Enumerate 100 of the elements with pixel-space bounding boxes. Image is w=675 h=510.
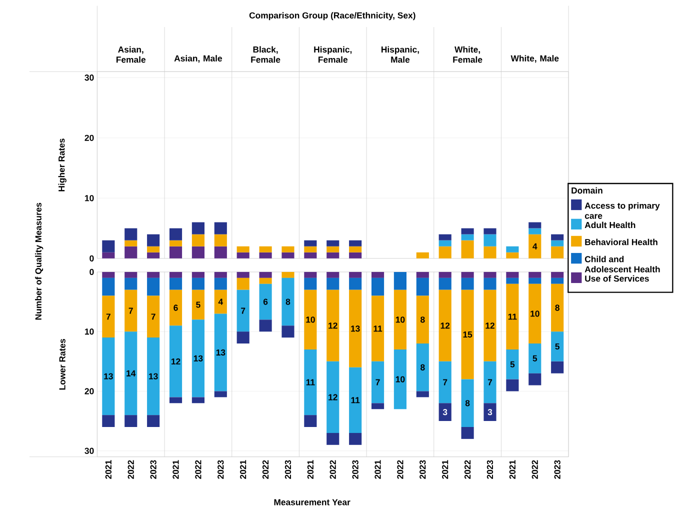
y-tick-label: 0	[90, 268, 94, 276]
bar	[169, 240, 182, 246]
bar	[438, 403, 452, 422]
data-label: 3	[442, 408, 448, 416]
bar	[102, 252, 115, 258]
data-label: 8	[420, 316, 425, 323]
bar	[124, 415, 138, 427]
bar	[214, 290, 227, 314]
bar	[192, 290, 204, 320]
bar	[461, 272, 474, 278]
chart-title: Comparison Group (Race/Ethnicity, Sex)	[249, 12, 416, 20]
data-label: 13	[104, 373, 113, 380]
bar	[169, 290, 182, 326]
bar	[528, 228, 542, 234]
bar	[416, 391, 429, 398]
data-label: 13	[216, 349, 226, 356]
bar	[124, 272, 138, 278]
x-tick-label: 2022	[532, 460, 538, 479]
bar	[349, 432, 362, 445]
bar	[461, 240, 474, 258]
bar	[461, 290, 474, 380]
bar	[349, 367, 362, 433]
bar	[192, 272, 204, 278]
data-label: 13	[351, 326, 360, 332]
bar	[416, 272, 429, 278]
bar	[169, 228, 182, 240]
bar	[214, 391, 227, 398]
bar	[349, 272, 362, 278]
x-tick-label: 2022	[464, 460, 471, 479]
bar	[326, 246, 340, 252]
data-label: 6	[174, 304, 178, 311]
bar	[304, 252, 317, 258]
bar	[282, 246, 294, 252]
legend-label: Access to primary care	[584, 202, 660, 219]
bar	[282, 252, 294, 258]
bar	[192, 320, 204, 398]
legend-title: Domain	[572, 187, 602, 194]
data-label: 10	[306, 316, 315, 323]
data-label: 6	[263, 298, 268, 305]
data-label: 8	[465, 400, 470, 406]
bar	[506, 278, 519, 284]
x-tick-label: 2021	[172, 460, 179, 479]
bar	[326, 432, 340, 445]
bar	[169, 246, 182, 258]
legend-label: Behavioral Health	[585, 238, 658, 246]
bar	[214, 246, 227, 258]
bar	[416, 344, 429, 392]
bar	[259, 320, 272, 332]
x-tick-label: 2023	[218, 460, 224, 479]
x-tick-label: 2023	[420, 460, 426, 479]
bar	[349, 278, 362, 290]
data-label: 15	[463, 332, 472, 338]
bar	[124, 228, 138, 240]
y-tick-label: 20	[84, 134, 94, 141]
x-tick-label: 2023	[284, 460, 292, 479]
bar	[192, 278, 204, 290]
bar	[438, 240, 452, 246]
bar	[371, 272, 384, 278]
bar	[147, 415, 160, 427]
data-label: 12	[328, 322, 338, 329]
bar	[282, 272, 294, 278]
bar	[236, 290, 250, 332]
bar	[484, 246, 496, 258]
x-axis-title: Measurement Year	[274, 499, 350, 506]
bar	[438, 272, 452, 278]
bar	[528, 344, 542, 374]
bar	[349, 240, 362, 246]
bar	[528, 272, 542, 278]
data-label: 11	[508, 314, 517, 320]
bar	[394, 349, 406, 410]
bar	[484, 290, 496, 362]
bar	[102, 296, 115, 338]
y-tick-label: 30	[84, 448, 94, 454]
x-tick-label: 2021	[442, 460, 448, 479]
bar	[438, 246, 452, 258]
bar	[282, 278, 294, 326]
data-label: 5	[555, 343, 560, 350]
bar	[147, 246, 160, 252]
y-tick-label: 20	[84, 388, 94, 394]
x-tick-label: 2022	[128, 460, 134, 479]
bar	[124, 332, 138, 416]
bar	[304, 240, 317, 246]
legend-label: Child and Adolescent Health	[584, 256, 660, 272]
bar	[259, 284, 272, 320]
text: Higher Rates	[58, 138, 66, 192]
x-tick-label: 2022	[397, 460, 404, 479]
bar	[214, 314, 227, 392]
data-label: 5	[196, 302, 200, 308]
bar	[438, 234, 452, 240]
y-tick-label: 10	[85, 195, 94, 202]
bar	[551, 284, 564, 332]
bar	[259, 252, 272, 258]
bar	[102, 338, 115, 416]
bar	[484, 361, 496, 404]
data-label: 7	[488, 379, 492, 386]
x-tick-label: 2021	[105, 460, 112, 479]
bar	[506, 246, 519, 252]
bar	[461, 228, 474, 234]
data-label: 7	[376, 379, 380, 386]
bar	[124, 278, 138, 290]
